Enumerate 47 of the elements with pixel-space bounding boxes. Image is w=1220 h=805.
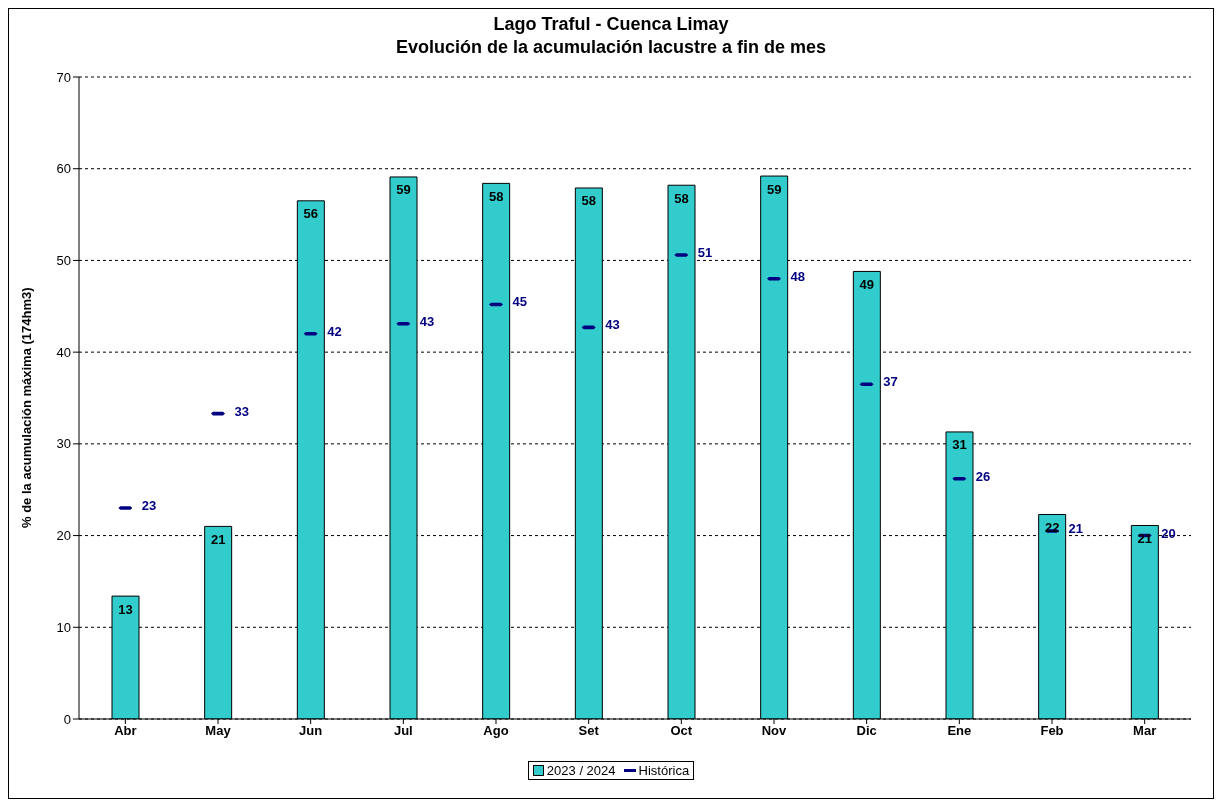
x-tick-label: Dic [856,723,877,739]
y-tick-label: 30 [56,436,71,452]
data-label: 58 [674,190,689,206]
data-label: 43 [419,313,435,329]
y-tick-label: 10 [56,619,71,635]
y-tick-label: 50 [56,253,71,269]
chart-title: Lago Traful - Cuenca Limay [492,13,730,36]
x-tick-label: Abr [114,723,137,739]
x-tick-label: Nov [761,723,788,739]
y-tick-label: 60 [56,161,71,177]
data-label: 20 [1161,525,1176,541]
data-label: 26 [975,468,991,484]
x-tick-label: Mar [1133,723,1157,739]
data-label: 58 [488,188,504,204]
data-label: 58 [581,193,597,209]
x-tick-label: Jun [299,723,323,739]
x-tick-label: Ene [947,723,972,739]
data-label: 45 [512,294,527,310]
data-label: 33 [234,403,249,419]
x-tick-label: Oct [670,723,693,739]
data-label: 31 [952,437,967,453]
data-label: 43 [605,317,620,333]
y-tick-label: 0 [63,711,71,727]
x-tick-label: Feb [1040,723,1064,739]
data-label: 49 [859,276,875,292]
data-label: 21 [210,531,226,547]
data-label: 59 [396,182,411,198]
data-label: 59 [766,181,782,197]
chart-subtitle: Evolución de la acumulación lacustre a fin de mes [394,36,828,59]
data-label: 23 [141,498,157,514]
legend-label: Histórica [638,763,690,778]
x-tick-label: Ago [483,723,509,739]
x-tick-label: Set [578,723,600,739]
y-axis-title: % de la acumulación máxima (174hm3) [18,287,34,528]
data-label: 21 [1068,520,1083,536]
y-tick-label: 70 [56,69,71,85]
data-label: 51 [697,244,713,260]
y-tick-label: 40 [56,344,71,360]
data-label: 42 [327,323,342,339]
x-tick-label: Jul [393,723,413,739]
x-tick-label: May [205,723,232,739]
data-label: 13 [118,601,133,617]
y-tick-label: 20 [56,528,71,544]
data-label: 48 [790,268,805,284]
data-label: 37 [883,374,898,390]
data-label: 56 [303,206,319,222]
legend-label: 2023 / 2024 [546,763,616,778]
